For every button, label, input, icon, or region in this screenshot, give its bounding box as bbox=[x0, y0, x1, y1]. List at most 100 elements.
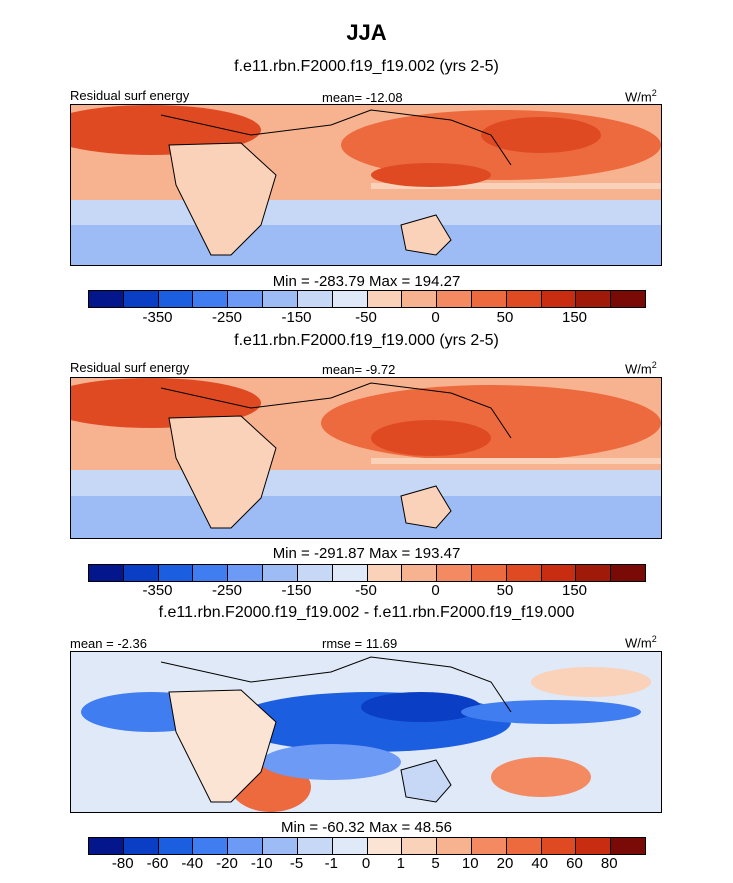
colorbar-tick-label: -20 bbox=[216, 855, 238, 872]
panel3-mean-label: mean = -2.36 bbox=[70, 636, 147, 651]
colorbar-swatch bbox=[402, 838, 438, 854]
colorbar-swatch bbox=[471, 838, 507, 854]
colorbar-swatch bbox=[541, 565, 577, 581]
colorbar-swatch bbox=[89, 291, 124, 307]
colorbar-swatch bbox=[89, 838, 124, 854]
colorbar-tick-label: -60 bbox=[146, 855, 169, 872]
panel2-left-label: Residual surf energy bbox=[70, 360, 190, 375]
colorbar-swatch bbox=[611, 838, 645, 854]
colorbar-tick-label: 150 bbox=[561, 582, 588, 599]
colorbar-swatch bbox=[228, 838, 264, 854]
colorbar-swatch bbox=[367, 838, 403, 854]
colorbar-swatch bbox=[123, 838, 159, 854]
panel3-stats: Min = -60.32 Max = 48.56 bbox=[281, 819, 452, 836]
colorbar-swatch bbox=[471, 291, 507, 307]
colorbar-tick-label: -80 bbox=[111, 855, 134, 872]
colorbar-swatch bbox=[506, 565, 542, 581]
colorbar-swatch bbox=[367, 565, 403, 581]
colorbar-tick-label: -150 bbox=[281, 582, 312, 599]
colorbar-swatch bbox=[332, 565, 368, 581]
colorbar-tick-label: 80 bbox=[600, 855, 618, 872]
colorbar-swatch bbox=[89, 565, 124, 581]
colorbar-swatch bbox=[576, 291, 612, 307]
colorbar-swatch bbox=[611, 565, 645, 581]
panel2-case-label: f.e11.rbn.F2000.f19_f19.000 (yrs 2-5) bbox=[234, 332, 499, 349]
colorbar-tick-label: 50 bbox=[496, 309, 514, 326]
colorbar-swatch bbox=[297, 565, 333, 581]
colorbar-swatch bbox=[123, 565, 159, 581]
panel2-mean-label: mean= -9.72 bbox=[322, 362, 396, 377]
colorbar-swatch bbox=[263, 838, 298, 854]
colorbar-tick-label: -350 bbox=[142, 582, 173, 599]
colorbar-tick-label: -250 bbox=[211, 582, 243, 599]
colorbar-tick-label: 5 bbox=[431, 855, 440, 872]
colorbar-tick-label: -350 bbox=[142, 309, 173, 326]
colorbar-tick-label: 0 bbox=[361, 855, 371, 872]
colorbar-tick-label: 50 bbox=[496, 582, 514, 599]
colorbar-tick-label: 10 bbox=[461, 855, 479, 872]
colorbar-swatch bbox=[506, 291, 542, 307]
colorbar-swatch bbox=[158, 838, 194, 854]
colorbar-tick-label: -40 bbox=[181, 855, 204, 872]
panel1-case-label: f.e11.rbn.F2000.f19_f19.002 (yrs 2-5) bbox=[234, 58, 499, 75]
colorbar-swatch bbox=[437, 565, 472, 581]
panel1-units-label: W/m2 bbox=[625, 88, 657, 105]
panel3-colorbar bbox=[88, 837, 646, 855]
colorbar-swatch bbox=[437, 838, 472, 854]
colorbar-swatch bbox=[193, 291, 229, 307]
colorbar-swatch bbox=[193, 838, 229, 854]
panel2-map bbox=[70, 377, 662, 539]
colorbar-tick-label: -250 bbox=[211, 309, 243, 326]
panel3-rmse-label: rmse = 11.69 bbox=[322, 636, 398, 651]
colorbar-tick-label: -50 bbox=[355, 582, 377, 599]
colorbar-swatch bbox=[263, 291, 298, 307]
colorbar-swatch bbox=[228, 291, 264, 307]
colorbar-swatch bbox=[297, 838, 333, 854]
panel3-map bbox=[70, 651, 662, 813]
colorbar-swatch bbox=[123, 291, 159, 307]
colorbar-tick-label: 60 bbox=[566, 855, 583, 872]
colorbar-swatch bbox=[541, 291, 577, 307]
panel3-case-label: f.e11.rbn.F2000.f19_f19.002 - f.e11.rbn.… bbox=[158, 604, 575, 621]
colorbar-swatch bbox=[193, 565, 229, 581]
panel2-colorbar bbox=[88, 564, 646, 582]
colorbar-swatch bbox=[471, 565, 507, 581]
colorbar-tick-label: -5 bbox=[289, 855, 304, 872]
colorbar-swatch bbox=[297, 291, 333, 307]
colorbar-swatch bbox=[263, 565, 298, 581]
colorbar-swatch bbox=[158, 291, 194, 307]
colorbar-tick-label: 40 bbox=[531, 855, 549, 872]
colorbar-tick-label: 20 bbox=[496, 855, 514, 872]
colorbar-tick-label: -1 bbox=[324, 855, 338, 872]
colorbar-swatch bbox=[367, 291, 403, 307]
colorbar-swatch bbox=[158, 565, 194, 581]
colorbar-tick-label: -10 bbox=[250, 855, 273, 872]
colorbar-tick-label: 150 bbox=[561, 309, 588, 326]
colorbar-swatch bbox=[402, 291, 438, 307]
colorbar-swatch bbox=[332, 838, 368, 854]
colorbar-tick-label: 0 bbox=[431, 582, 440, 599]
colorbar-swatch bbox=[611, 291, 645, 307]
colorbar-swatch bbox=[576, 565, 612, 581]
panel3-colorbar-ticks: -80 -60 -40 -20 -10 -5 -1 0 1 5 10 20 40 60 80 bbox=[88, 855, 644, 873]
colorbar-swatch bbox=[402, 565, 438, 581]
panel1-left-label: Residual surf energy bbox=[70, 88, 190, 103]
panel1-stats: Min = -283.79 Max = 194.27 bbox=[272, 273, 461, 290]
colorbar-tick-label: 0 bbox=[431, 309, 440, 326]
panel2-stats: Min = -291.87 Max = 193.47 bbox=[272, 545, 461, 562]
colorbar-swatch bbox=[506, 838, 542, 854]
colorbar-tick-label: -50 bbox=[355, 309, 377, 326]
panel1-map bbox=[70, 104, 662, 266]
panel3-units-label: W/m2 bbox=[625, 634, 657, 651]
colorbar-swatch bbox=[228, 565, 264, 581]
panel1-colorbar bbox=[88, 290, 646, 308]
panel1-colorbar-ticks: -350 -250 -150 -50 0 50 150 bbox=[88, 309, 644, 327]
panel2-units-label: W/m2 bbox=[625, 360, 657, 377]
panel2-colorbar-ticks: -350 -250 -150 -50 0 50 150 bbox=[88, 582, 644, 600]
colorbar-tick-label: -150 bbox=[281, 309, 312, 326]
figure-title: JJA bbox=[346, 20, 387, 45]
colorbar-tick-label: 1 bbox=[396, 855, 405, 872]
colorbar-swatch bbox=[576, 838, 612, 854]
colorbar-swatch bbox=[437, 291, 472, 307]
colorbar-swatch bbox=[332, 291, 368, 307]
